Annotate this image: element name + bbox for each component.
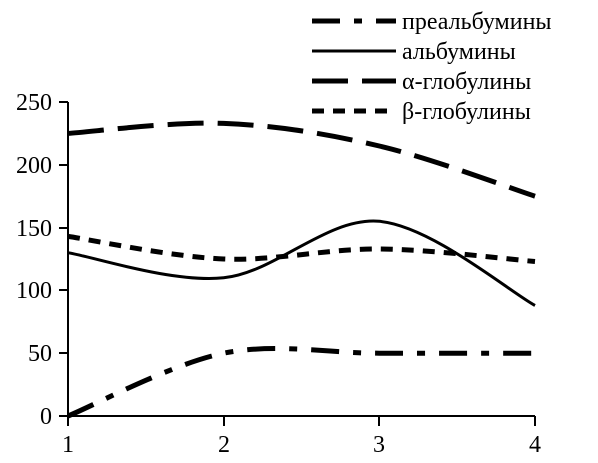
series-line-0 <box>67 346 535 419</box>
legend: преальбумины альбумины α-глобулины β-гло… <box>312 9 552 125</box>
legend-label: альбумины <box>402 39 516 65</box>
plot-area <box>67 120 536 419</box>
y-tick-label: 100 <box>16 278 52 304</box>
x-tick-label: 2 <box>218 432 230 458</box>
x-ticks: 1 2 3 4 <box>62 416 541 458</box>
x-tick-label: 4 <box>529 432 541 458</box>
y-tick-label: 250 <box>16 90 52 116</box>
x-tick-label: 3 <box>373 432 385 458</box>
y-tick-label: 150 <box>16 216 52 242</box>
x-tick-label: 1 <box>62 432 74 458</box>
legend-item: α-глобулины <box>312 69 531 95</box>
y-tick-label: 200 <box>16 153 52 179</box>
legend-label: α-глобулины <box>402 69 531 95</box>
y-tick-label: 0 <box>40 404 52 430</box>
series-line-3 <box>67 233 536 264</box>
y-tick-label: 50 <box>28 341 52 367</box>
legend-label: β-глобулины <box>402 99 531 125</box>
legend-item: β-глобулины <box>312 99 531 125</box>
legend-label: преальбумины <box>402 9 552 35</box>
y-ticks: 0 50 100 150 200 250 <box>16 90 68 430</box>
legend-item: альбумины <box>312 39 516 65</box>
series-line-2 <box>67 120 536 199</box>
axes <box>67 102 535 417</box>
legend-item: преальбумины <box>312 9 552 35</box>
series-line-1 <box>67 219 536 307</box>
